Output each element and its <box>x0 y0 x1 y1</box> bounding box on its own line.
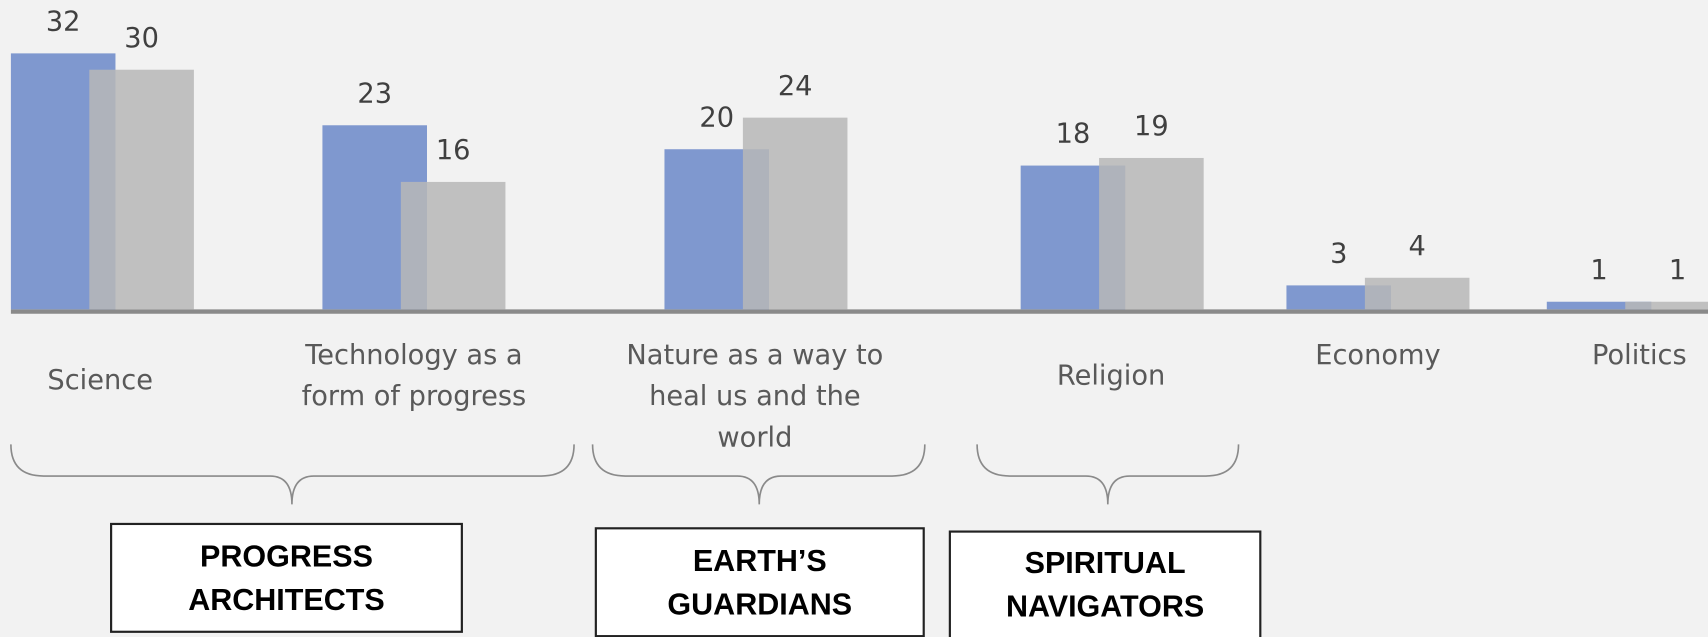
data-label: 30 <box>124 21 159 54</box>
group-label: SPIRITUAL NAVIGATORS <box>948 530 1262 637</box>
x-tick-label: Nature as a way to heal us and the world <box>626 338 884 454</box>
data-label: 23 <box>357 77 393 110</box>
bracket <box>10 444 575 505</box>
data-label: 1 <box>1590 253 1608 286</box>
group-label: PROGRESS ARCHITECTS <box>110 522 463 633</box>
data-label: 20 <box>699 101 735 134</box>
bar <box>400 181 506 310</box>
data-label: 4 <box>1408 229 1426 262</box>
x-tick-label: Technology as a form of progress <box>301 338 527 412</box>
data-label: 18 <box>1055 117 1091 150</box>
x-tick-label: Science <box>47 363 153 396</box>
data-label: 16 <box>435 133 471 166</box>
bracket <box>591 444 926 505</box>
data-label: 1 <box>1668 253 1687 286</box>
bar <box>1546 301 1652 310</box>
x-tick-label: Religion <box>1056 359 1166 392</box>
group-label: EARTH’S GUARDIANS <box>594 527 925 637</box>
bar <box>1099 157 1204 310</box>
bar <box>1625 301 1708 310</box>
data-label: 19 <box>1134 109 1169 142</box>
x-tick-label: Economy <box>1315 338 1441 371</box>
bar <box>742 117 848 310</box>
data-label: 24 <box>777 69 813 102</box>
bracket <box>976 444 1240 505</box>
x-tick-label: Politics <box>1592 338 1687 371</box>
bar <box>89 69 194 310</box>
data-label: 3 <box>1330 237 1348 270</box>
data-label: 32 <box>45 5 81 38</box>
bar <box>1364 277 1470 310</box>
